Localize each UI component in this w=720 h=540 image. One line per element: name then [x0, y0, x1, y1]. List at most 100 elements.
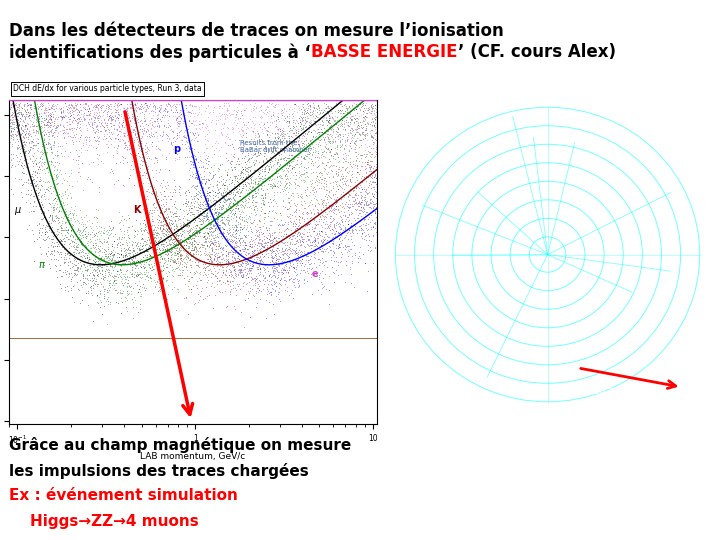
Point [344, 191, 356, 199]
Point [161, 275, 173, 284]
Point [213, 102, 225, 110]
Point [287, 161, 298, 170]
Point [297, 207, 309, 216]
Point [309, 201, 320, 210]
Point [107, 222, 119, 231]
Point [19, 148, 31, 157]
Point [206, 258, 217, 266]
Point [133, 141, 145, 150]
Point [181, 234, 193, 243]
Point [149, 103, 161, 111]
Point [118, 129, 130, 138]
Point [286, 255, 297, 264]
Point [155, 221, 166, 230]
Point [301, 152, 312, 160]
Point [292, 259, 303, 267]
Point [343, 104, 354, 112]
Point [254, 225, 266, 233]
Point [330, 201, 341, 210]
Point [132, 285, 144, 293]
Point [194, 152, 205, 160]
Point [160, 246, 171, 255]
Point [78, 260, 90, 269]
Point [184, 231, 195, 239]
Point [155, 270, 166, 279]
Point [17, 136, 28, 144]
Point [118, 246, 130, 255]
Point [236, 225, 248, 233]
Point [24, 144, 36, 153]
Point [173, 240, 184, 249]
Point [222, 200, 234, 209]
Point [290, 256, 302, 265]
Point [40, 140, 52, 149]
Point [319, 134, 330, 143]
Point [170, 116, 181, 124]
Point [331, 233, 343, 241]
Point [337, 132, 348, 140]
Point [66, 238, 78, 247]
Point [100, 134, 112, 143]
Point [38, 131, 50, 139]
Point [72, 248, 84, 257]
Point [99, 260, 111, 268]
Point [27, 118, 38, 126]
Point [24, 127, 35, 136]
Point [328, 230, 339, 239]
Point [282, 167, 293, 176]
Point [24, 101, 36, 110]
Point [204, 225, 216, 233]
Point [233, 143, 244, 151]
Point [257, 107, 269, 116]
Point [174, 111, 186, 119]
Point [212, 218, 224, 226]
Point [235, 239, 246, 247]
Point [26, 122, 37, 131]
Point [235, 167, 247, 176]
Point [239, 174, 251, 183]
Point [358, 101, 369, 110]
Point [19, 121, 30, 130]
Point [89, 110, 100, 119]
Point [5, 156, 17, 165]
Point [171, 249, 182, 258]
Point [254, 238, 266, 247]
Point [273, 252, 284, 261]
Point [124, 137, 135, 146]
Point [248, 205, 260, 213]
Point [186, 100, 198, 109]
Point [285, 180, 297, 188]
Point [159, 104, 171, 112]
Point [184, 187, 195, 196]
Point [202, 209, 213, 218]
Point [281, 224, 292, 233]
Point [296, 254, 307, 263]
Point [48, 170, 60, 178]
Point [351, 167, 363, 176]
Point [205, 269, 217, 278]
Point [39, 143, 50, 151]
Point [132, 244, 143, 252]
Point [74, 113, 86, 122]
Point [107, 115, 119, 124]
Point [335, 253, 346, 261]
Point [267, 242, 279, 251]
Point [143, 235, 155, 244]
Point [164, 241, 176, 250]
Point [318, 236, 330, 245]
Point [78, 258, 90, 266]
Point [280, 190, 292, 199]
Point [247, 192, 258, 201]
Point [117, 118, 129, 127]
Point [228, 149, 240, 158]
Point [232, 225, 243, 234]
Point [219, 219, 230, 227]
Point [264, 164, 275, 173]
Point [97, 272, 109, 281]
Point [76, 159, 88, 167]
Point [21, 104, 32, 113]
Point [173, 111, 184, 120]
Point [300, 117, 311, 125]
Point [197, 185, 208, 194]
Point [302, 102, 313, 110]
